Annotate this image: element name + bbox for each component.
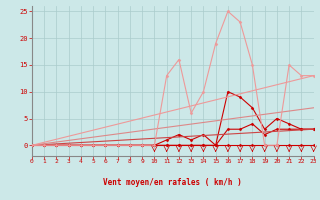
- X-axis label: Vent moyen/en rafales ( km/h ): Vent moyen/en rafales ( km/h ): [103, 178, 242, 187]
